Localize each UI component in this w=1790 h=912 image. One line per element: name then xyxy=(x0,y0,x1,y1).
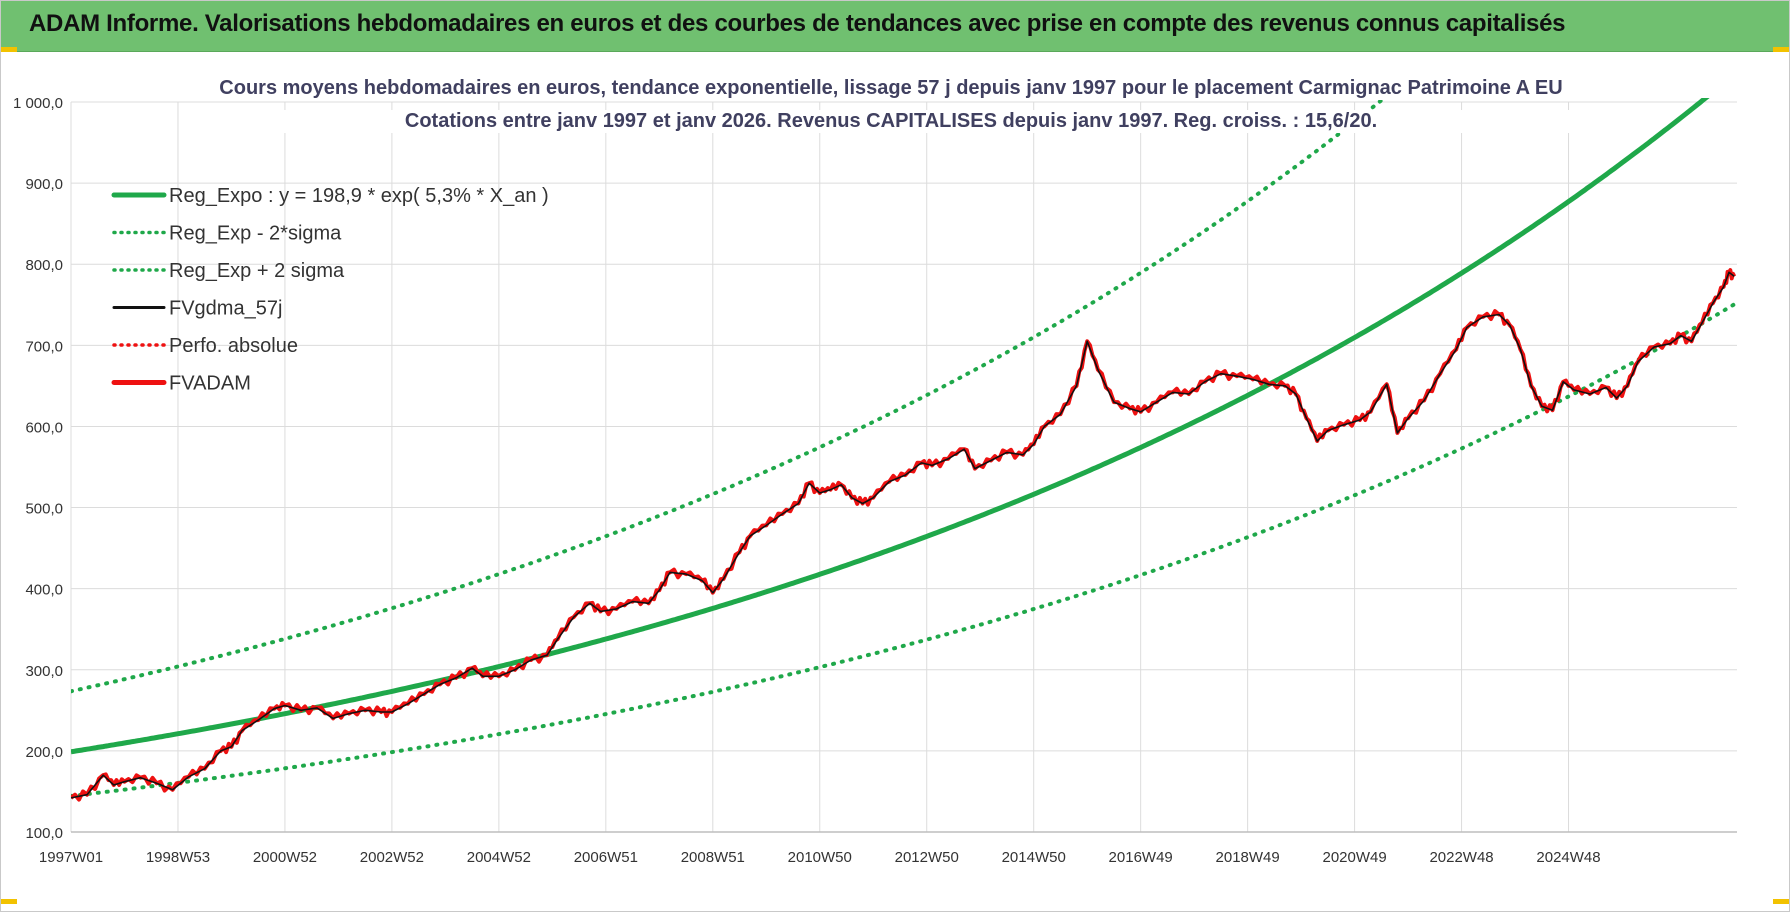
y-tick-label: 1 000,0 xyxy=(13,95,63,112)
x-tick-label: 1998W53 xyxy=(146,849,210,866)
x-tick-label: 2002W52 xyxy=(360,849,424,866)
legend-label: Reg_Exp + 2 sigma xyxy=(169,260,345,282)
y-tick-label: 600,0 xyxy=(25,419,63,436)
corner-mark-bottom-left xyxy=(1,899,17,904)
x-tick-label: 2022W48 xyxy=(1429,849,1493,866)
y-tick-label: 500,0 xyxy=(25,501,63,518)
series-fvgdma-57j xyxy=(71,271,1735,799)
x-tick-label: 2008W51 xyxy=(681,849,745,866)
legend-label: Reg_Expo : y = 198,9 * exp( 5,3% * X_an … xyxy=(169,185,549,207)
y-tick-label: 100,0 xyxy=(25,825,63,842)
corner-mark-top-right xyxy=(1773,47,1789,52)
legend-label: FVADAM xyxy=(169,373,251,395)
banner-title: ADAM Informe. Valorisations hebdomadaire… xyxy=(29,10,1566,37)
y-tick-label: 400,0 xyxy=(25,582,63,599)
legend-label: Reg_Exp - 2*sigma xyxy=(169,223,342,245)
series-reg-expo xyxy=(71,98,1710,755)
x-tick-label: 1997W01 xyxy=(39,849,103,866)
series-reg-exp-plus-2-sigma xyxy=(71,98,1388,694)
grid xyxy=(70,101,1737,833)
y-tick-label: 900,0 xyxy=(25,176,63,193)
y-tick-label: 300,0 xyxy=(25,663,63,680)
y-tick-label: 200,0 xyxy=(25,744,63,761)
x-tick-label: 2024W48 xyxy=(1536,849,1600,866)
axes: 100,0 200,0 300,0 400,0 500,0 600,0 700,0 800,0… xyxy=(13,95,1737,866)
legend-label: Perfo. absolue xyxy=(169,335,298,357)
legend: Reg_Expo : y = 198,9 * exp( 5,3% * X_an … xyxy=(111,185,549,395)
x-tick-label: 2006W51 xyxy=(574,849,638,866)
corner-mark-top-left xyxy=(1,47,17,52)
y-tick-label: 700,0 xyxy=(25,338,63,355)
x-tick-label: 2014W50 xyxy=(1002,849,1066,866)
x-tick-label: 2018W49 xyxy=(1216,849,1280,866)
x-tick-label: 2010W50 xyxy=(788,849,852,866)
y-tick-label: 800,0 xyxy=(25,257,63,274)
x-tick-label: 2016W49 xyxy=(1109,849,1173,866)
series xyxy=(71,98,1737,802)
x-tick-label: 2004W52 xyxy=(467,849,531,866)
series-fvadam xyxy=(71,268,1737,802)
corner-mark-bottom-right xyxy=(1773,899,1789,904)
banner: ADAM Informe. Valorisations hebdomadaire… xyxy=(1,1,1789,52)
legend-label: FVgdma_57j xyxy=(169,298,282,320)
chart-title-line-2: Cotations entre janv 1997 et janv 2026. … xyxy=(191,110,1591,133)
x-tick-label: 2012W50 xyxy=(895,849,959,866)
chart-title-line-1: Cours moyens hebdomadaires en euros, ten… xyxy=(191,77,1591,100)
series-reg-exp-minus-2-sigma xyxy=(71,300,1737,798)
x-tick-label: 2020W49 xyxy=(1322,849,1386,866)
x-tick-label: 2000W52 xyxy=(253,849,317,866)
